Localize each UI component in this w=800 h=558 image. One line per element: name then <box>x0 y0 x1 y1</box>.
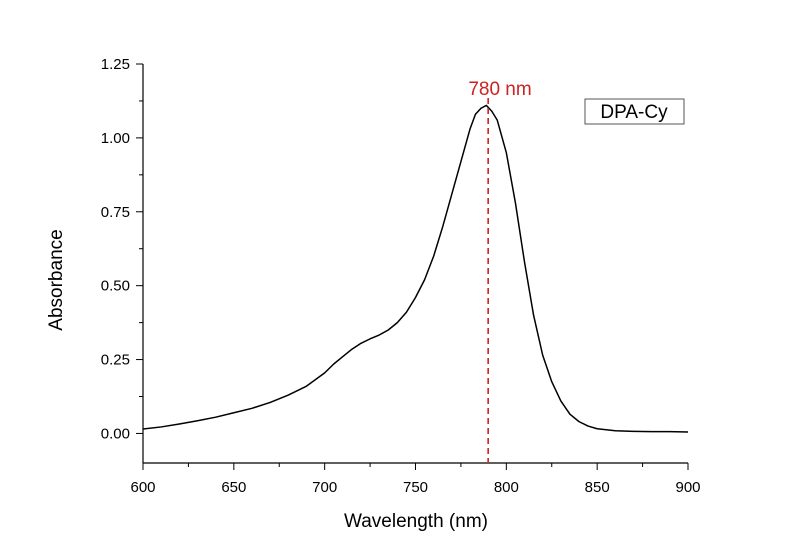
x-tick-label-600: 600 <box>130 479 155 496</box>
legend: DPA-Cy <box>584 98 685 125</box>
x-tick-label-800: 800 <box>494 479 519 496</box>
annotation-layer: 780 nm <box>468 79 532 463</box>
x-axis-title: Wavelength (nm) <box>344 511 488 532</box>
x-tick-label-900: 900 <box>675 479 700 496</box>
x-tick-label-650: 650 <box>221 479 246 496</box>
y-tick-label-0.25: 0.25 <box>101 352 130 369</box>
x-tick-label-700: 700 <box>312 479 337 496</box>
series-line-dpa-cy <box>142 104 689 433</box>
tick-labels: 600 650 700 750 800 850 900 0.00 0.25 0.50 0.75 1.0… <box>101 56 701 496</box>
tick-marks <box>136 63 689 470</box>
x-tick-label-850: 850 <box>585 479 610 496</box>
legend-box <box>584 98 685 125</box>
y-tick-label-0.5: 0.50 <box>101 278 130 295</box>
y-axis-title: Absorbance <box>46 229 67 330</box>
y-tick-label-0.75: 0.75 <box>101 204 130 221</box>
series-layer <box>142 104 689 433</box>
peak-label: 780 nm <box>468 79 531 100</box>
y-tick-label-0: 0.00 <box>101 425 130 442</box>
y-tick-label-1.25: 1.25 <box>101 56 130 73</box>
x-tick-label-750: 750 <box>403 479 428 496</box>
legend-entry-dpa-cy: DPA-Cy <box>600 102 668 123</box>
y-tick-label-1: 1.00 <box>101 130 130 147</box>
